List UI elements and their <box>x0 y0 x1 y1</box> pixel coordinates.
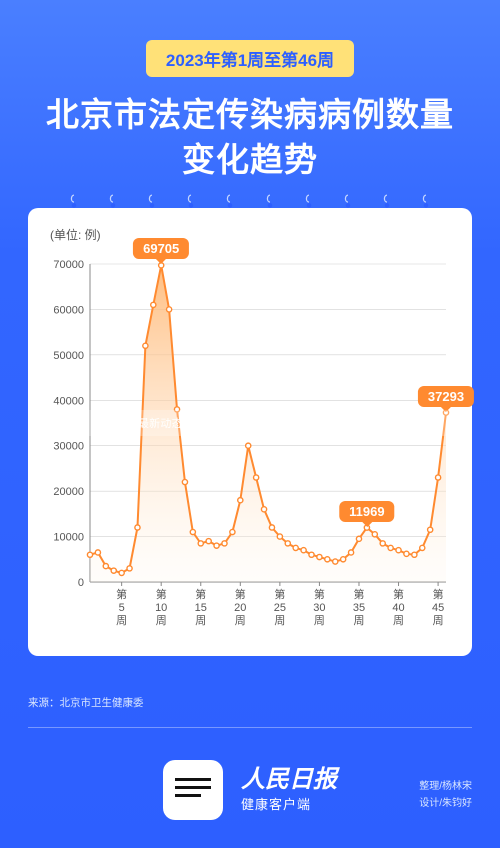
svg-text:15: 15 <box>195 602 207 614</box>
svg-text:第: 第 <box>235 587 246 601</box>
svg-text:周: 周 <box>235 614 246 627</box>
chart-callout: 37293 <box>418 386 474 407</box>
page-title: 北京市法定传染病病例数量 变化趋势 <box>0 93 500 182</box>
svg-text:60000: 60000 <box>53 305 84 317</box>
svg-text:45: 45 <box>432 602 444 614</box>
svg-text:5: 5 <box>119 602 125 614</box>
y-axis-unit: (单位: 例) <box>50 226 101 243</box>
svg-text:25: 25 <box>274 602 286 614</box>
svg-text:30000: 30000 <box>53 441 84 453</box>
chart-area: (单位: 例) 01000020000300004000050000600007… <box>42 254 458 634</box>
title-line-2: 变化趋势 <box>182 141 318 178</box>
svg-text:30: 30 <box>313 602 325 614</box>
svg-text:50000: 50000 <box>53 350 84 362</box>
svg-text:10: 10 <box>155 602 167 614</box>
app-icon <box>163 760 223 820</box>
area-chart: 010000200003000040000500006000070000第5周第… <box>42 254 458 634</box>
title-line-1: 北京市法定传染病病例数量 <box>46 96 454 133</box>
svg-text:周: 周 <box>314 614 325 627</box>
svg-text:周: 周 <box>393 614 404 627</box>
svg-text:第: 第 <box>274 587 285 601</box>
svg-text:第: 第 <box>195 587 206 601</box>
credits: 整理/杨林宋 设计/朱钧好 <box>419 778 472 812</box>
svg-text:第: 第 <box>116 587 127 601</box>
svg-text:40: 40 <box>392 602 404 614</box>
svg-text:0: 0 <box>78 577 84 589</box>
header: 2023年第1周至第46周 北京市法定传染病病例数量 变化趋势 <box>0 0 500 182</box>
divider <box>28 727 472 728</box>
svg-text:10000: 10000 <box>53 532 84 544</box>
svg-text:周: 周 <box>353 614 364 627</box>
brand-line-2: 健康客户端 <box>241 794 337 813</box>
svg-text:第: 第 <box>353 587 364 601</box>
data-source: 来源：北京市卫生健康委 <box>28 695 144 710</box>
brand-line-1: 人民日报 <box>241 767 337 793</box>
svg-text:第: 第 <box>433 587 444 601</box>
spiral-binding <box>28 194 472 222</box>
news-overlay-banner: 北京疫情最新动态，数据、措施与市民应对全解析北京疫情最新 <box>38 410 462 436</box>
credit-line-1: 整理/杨林宋 <box>419 778 472 795</box>
date-range-badge: 2023年第1周至第46周 <box>146 40 354 77</box>
chart-callout: 11969 <box>339 501 394 522</box>
svg-text:20000: 20000 <box>53 486 84 498</box>
svg-text:第: 第 <box>156 587 167 601</box>
credit-line-2: 设计/朱钧好 <box>419 795 472 812</box>
svg-text:周: 周 <box>274 614 285 627</box>
svg-text:周: 周 <box>433 614 444 627</box>
brand-logo-text: 人民日报 健康客户端 <box>241 767 337 812</box>
svg-text:周: 周 <box>156 614 167 627</box>
chart-callout: 69705 <box>133 238 189 259</box>
svg-text:40000: 40000 <box>53 395 84 407</box>
svg-text:周: 周 <box>116 614 127 627</box>
svg-text:70000: 70000 <box>53 259 84 271</box>
svg-text:20: 20 <box>234 602 246 614</box>
svg-text:35: 35 <box>353 602 365 614</box>
svg-text:第: 第 <box>314 587 325 601</box>
svg-text:周: 周 <box>195 614 206 627</box>
svg-text:第: 第 <box>393 587 404 601</box>
